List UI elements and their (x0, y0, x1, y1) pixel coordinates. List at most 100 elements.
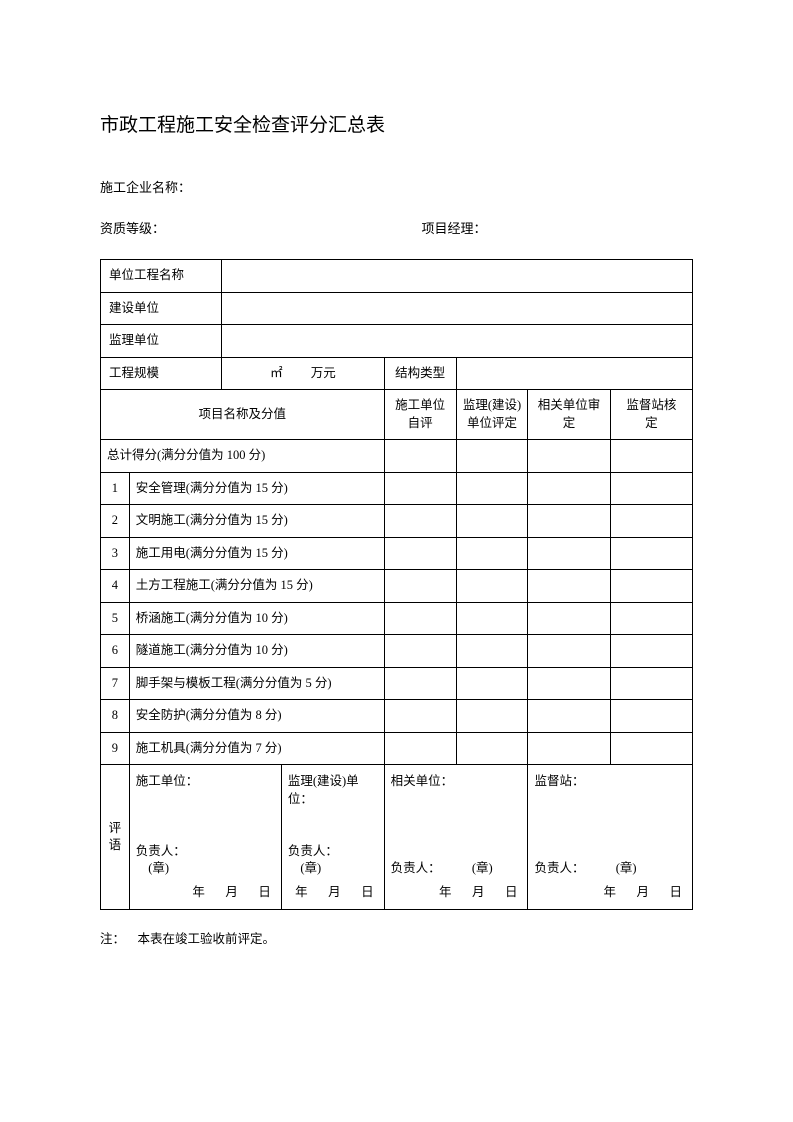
item-self (384, 635, 456, 668)
date-line: 年 月 日 (391, 884, 522, 902)
item-station (610, 472, 692, 505)
item-text: 土方工程施工(满分分值为 15 分) (129, 570, 384, 603)
item-related (528, 700, 610, 733)
header-station-eval: 监督站核 定 (610, 390, 692, 440)
item-supervision (456, 472, 528, 505)
item-self (384, 537, 456, 570)
responsible-line: 负责人： (章) (534, 860, 686, 878)
row-total: 总计得分(满分分值为 100 分) (101, 440, 693, 473)
table-row: 4 土方工程施工(满分分值为 15 分) (101, 570, 693, 603)
item-text: 桥涵施工(满分分值为 10 分) (129, 602, 384, 635)
label-supervision-unit: 监理单位 (101, 325, 222, 358)
comment-title: 监理(建设)单位： (288, 773, 378, 808)
header-related-eval: 相关单位审 定 (528, 390, 610, 440)
value-structure-type (456, 357, 692, 390)
table-row: 8 安全防护(满分分值为 8 分) (101, 700, 693, 733)
label-unit-project-name: 单位工程名称 (101, 260, 222, 293)
item-station (610, 570, 692, 603)
item-related (528, 537, 610, 570)
label-structure-type: 结构类型 (384, 357, 456, 390)
table-row: 2 文明施工(满分分值为 15 分) (101, 505, 693, 538)
item-self (384, 732, 456, 765)
responsible-line: 负责人： (章) (391, 860, 522, 878)
item-related (528, 732, 610, 765)
comments-label: 评语 (101, 765, 130, 910)
item-supervision (456, 667, 528, 700)
table-row: 6 隧道施工(满分分值为 10 分) (101, 635, 693, 668)
item-text: 施工机具(满分分值为 7 分) (129, 732, 384, 765)
qualification-label: 资质等级： (100, 218, 372, 237)
item-num: 2 (101, 505, 130, 538)
item-station (610, 505, 692, 538)
item-supervision (456, 537, 528, 570)
item-station (610, 700, 692, 733)
item-self (384, 472, 456, 505)
item-text: 安全防护(满分分值为 8 分) (129, 700, 384, 733)
item-num: 7 (101, 667, 130, 700)
table-row: 5 桥涵施工(满分分值为 10 分) (101, 602, 693, 635)
item-supervision (456, 732, 528, 765)
header-supervision-eval: 监理(建设)单位评定 (456, 390, 528, 440)
item-related (528, 602, 610, 635)
summary-table: 单位工程名称 建设单位 监理单位 工程规模 ㎡ 万元 结构类型 项目名称及分值 … (100, 259, 693, 910)
value-supervision-unit (222, 325, 693, 358)
item-self (384, 700, 456, 733)
total-station (610, 440, 692, 473)
item-num: 1 (101, 472, 130, 505)
item-num: 9 (101, 732, 130, 765)
item-self (384, 602, 456, 635)
row-supervision-unit: 监理单位 (101, 325, 693, 358)
value-scale-units: ㎡ 万元 (222, 357, 384, 390)
item-text: 安全管理(满分分值为 15 分) (129, 472, 384, 505)
item-supervision (456, 635, 528, 668)
comment-block-construction: 施工单位： 负责人： (章) 年 月 日 (129, 765, 281, 910)
item-num: 3 (101, 537, 130, 570)
comment-block-station: 监督站： 负责人： (章) 年 月 日 (528, 765, 693, 910)
comment-block-related: 相关单位： 负责人： (章) 年 月 日 (384, 765, 528, 910)
item-self (384, 667, 456, 700)
responsible-line2: (章) (288, 860, 378, 878)
total-self (384, 440, 456, 473)
header-item-name-score: 项目名称及分值 (101, 390, 385, 440)
item-station (610, 635, 692, 668)
item-related (528, 472, 610, 505)
table-row: 7 脚手架与模板工程(满分分值为 5 分) (101, 667, 693, 700)
item-station (610, 667, 692, 700)
project-manager-label: 项目经理： (372, 218, 694, 237)
item-station (610, 732, 692, 765)
row-header: 项目名称及分值 施工单位自评 监理(建设)单位评定 相关单位审 定 监督站核 定 (101, 390, 693, 440)
item-related (528, 505, 610, 538)
item-num: 5 (101, 602, 130, 635)
comment-block-supervision: 监理(建设)单位： 负责人： (章) 年 月 日 (281, 765, 384, 910)
enterprise-name-label: 施工企业名称： (100, 177, 693, 196)
header-self-eval: 施工单位自评 (384, 390, 456, 440)
row-unit-project-name: 单位工程名称 (101, 260, 693, 293)
row-project-scale: 工程规模 ㎡ 万元 结构类型 (101, 357, 693, 390)
responsible-line1: 负责人： (288, 843, 378, 861)
comment-title: 相关单位： (391, 773, 522, 791)
item-related (528, 667, 610, 700)
item-supervision (456, 602, 528, 635)
total-related (528, 440, 610, 473)
table-row: 9 施工机具(满分分值为 7 分) (101, 732, 693, 765)
row-construction-unit: 建设单位 (101, 292, 693, 325)
value-unit-project-name (222, 260, 693, 293)
responsible-line2: (章) (136, 860, 275, 878)
item-num: 6 (101, 635, 130, 668)
responsible-line1: 负责人： (136, 843, 275, 861)
item-text: 施工用电(满分分值为 15 分) (129, 537, 384, 570)
item-num: 8 (101, 700, 130, 733)
total-label: 总计得分(满分分值为 100 分) (101, 440, 385, 473)
item-related (528, 570, 610, 603)
item-related (528, 635, 610, 668)
date-line: 年 月 日 (288, 884, 378, 902)
item-supervision (456, 570, 528, 603)
item-self (384, 505, 456, 538)
item-self (384, 570, 456, 603)
value-construction-unit (222, 292, 693, 325)
page-title: 市政工程施工安全检查评分汇总表 (100, 110, 693, 137)
total-supervision (456, 440, 528, 473)
item-text: 隧道施工(满分分值为 10 分) (129, 635, 384, 668)
item-supervision (456, 505, 528, 538)
item-text: 文明施工(满分分值为 15 分) (129, 505, 384, 538)
